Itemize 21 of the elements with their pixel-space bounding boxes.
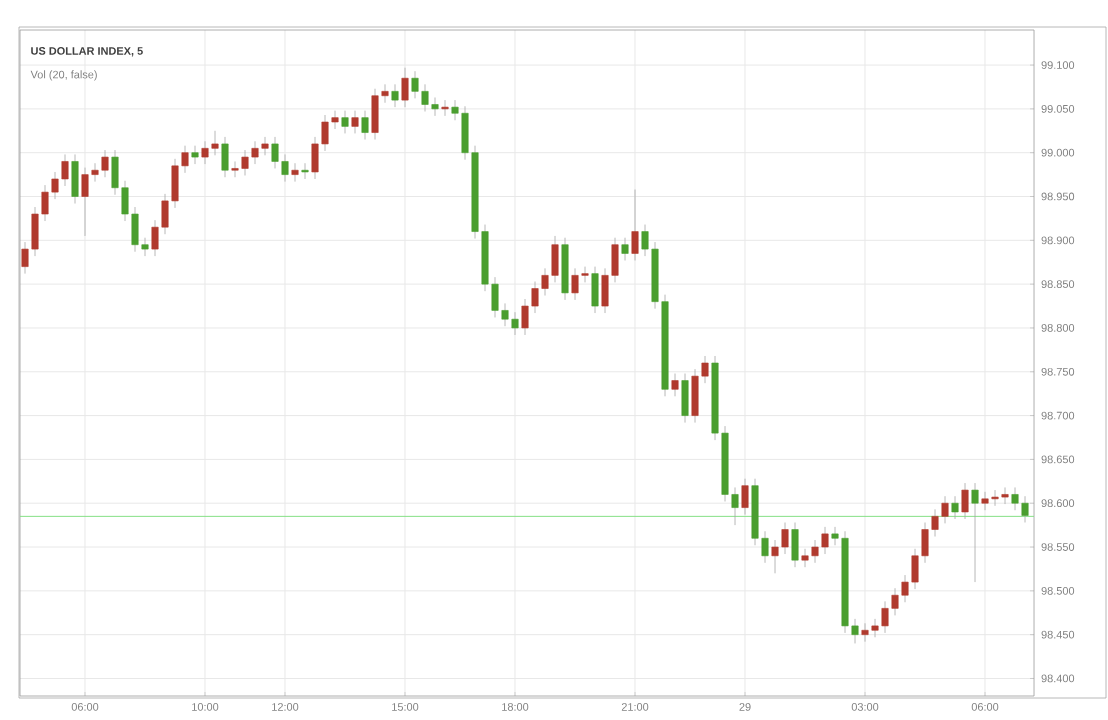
candlestick [631, 189, 639, 261]
candlestick [741, 478, 749, 515]
candlestick [221, 136, 229, 178]
candlestick [671, 373, 679, 397]
candlestick [341, 110, 349, 134]
candlestick [971, 482, 979, 583]
candlestick [71, 154, 79, 204]
candlestick [621, 237, 629, 261]
candlestick [591, 266, 599, 314]
candlestick [401, 67, 409, 108]
candlestick [351, 110, 359, 134]
candlestick [361, 110, 369, 140]
candlestick [961, 482, 969, 520]
candlestick [791, 522, 799, 568]
candlestick [191, 145, 199, 165]
candlestick [301, 162, 309, 180]
candlestick [951, 495, 959, 520]
candlestick [681, 373, 689, 423]
candlestick [441, 99, 449, 117]
candlestick [391, 83, 399, 108]
candlestick [291, 162, 299, 183]
